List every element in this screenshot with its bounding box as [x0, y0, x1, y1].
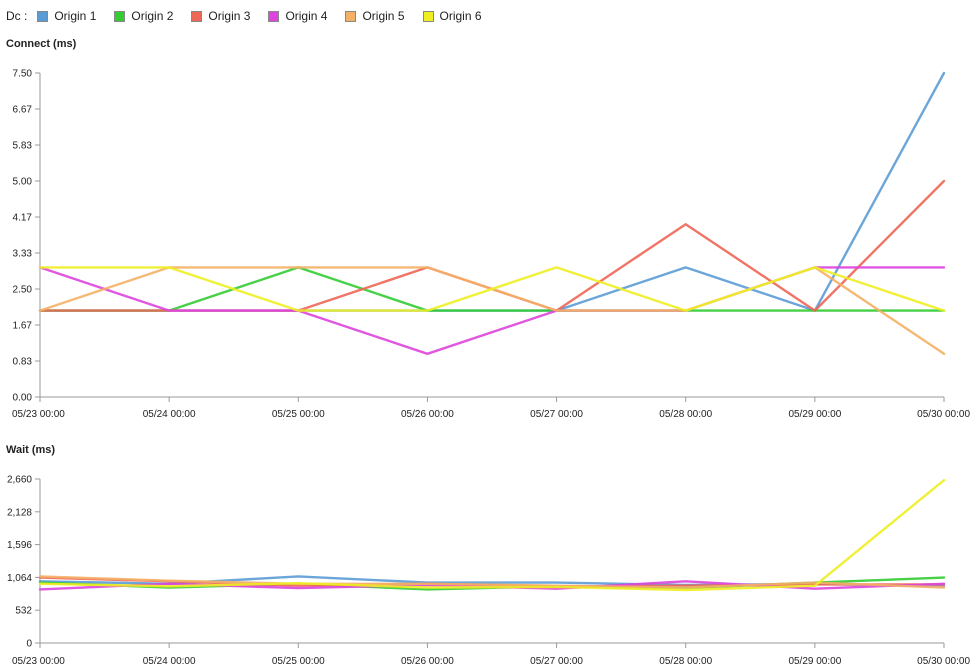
connect-y-tick-label: 6.67	[13, 105, 33, 116]
wait-x-tick-label: 05/30 00:00	[917, 656, 970, 667]
legend-swatch	[114, 10, 126, 22]
legend-item-origin-4[interactable]: Origin 4	[268, 9, 327, 23]
connect-series-origin-3[interactable]	[38, 179, 946, 312]
connect-series-origin-1[interactable]	[38, 71, 946, 312]
legend-item-label: Origin 5	[362, 9, 405, 23]
legend-items: Origin 1 Origin 2 Origin 3 Origin 4 Origin 5…	[37, 9, 499, 23]
legend-swatch	[37, 10, 49, 22]
wait-x-tick-label: 05/28 00:00	[659, 656, 712, 667]
legend-swatch	[345, 10, 357, 22]
legend-item-origin-3[interactable]: Origin 3	[191, 9, 250, 23]
legend-item-label: Origin 1	[54, 9, 97, 23]
wait-x-tick-label: 05/29 00:00	[788, 656, 841, 667]
legend-label: Dc :	[6, 9, 28, 23]
legend-item-origin-6[interactable]: Origin 6	[422, 9, 482, 23]
connect-y-tick-label: 3.33	[13, 249, 33, 260]
connect-y-tick-label: 0.83	[13, 357, 33, 368]
wait-y-tick-label: 1,596	[7, 540, 32, 551]
connect-x-tick-label: 05/30 00:00	[917, 409, 970, 420]
legend-item-origin-1[interactable]: Origin 1	[37, 9, 96, 23]
wait-x-tick-label: 05/27 00:00	[530, 656, 583, 667]
connect-series-origin-6[interactable]	[38, 266, 946, 312]
connect-x-tick-label: 05/27 00:00	[530, 409, 583, 420]
wait-chart: 0 532 1,064 1,596 2,128 2,660 05/23 00:00 05/24…	[7, 475, 970, 668]
connect-x-tick-label: 05/23 00:00	[12, 409, 65, 420]
connect-y-tick-label: 5.83	[13, 141, 33, 152]
wait-x-tick-label: 05/23 00:00	[12, 656, 65, 667]
wait-y-tick-label: 532	[15, 606, 32, 617]
legend-item-origin-5[interactable]: Origin 5	[345, 9, 405, 23]
connect-x-tick-label: 05/25 00:00	[272, 409, 325, 420]
connect-y-tick-label: 0.00	[13, 393, 33, 404]
legend-item-label: Origin 3	[208, 9, 251, 23]
legend-item-origin-2[interactable]: Origin 2	[114, 9, 173, 23]
connect-series-origin-2[interactable]	[38, 266, 946, 312]
wait-y-tick-label: 2,660	[7, 475, 32, 486]
connect-chart: 0.00 0.83 1.67 2.50 3.33 4.17 5.00 5.83 6.67 7.50…	[12, 69, 970, 421]
wait-series-origin-5[interactable]	[38, 575, 946, 589]
wait-y-tick-label: 1,064	[7, 573, 32, 584]
legend-swatch	[268, 10, 280, 22]
legend-swatch	[422, 10, 434, 22]
connect-y-tick-label: 2.50	[13, 285, 33, 296]
connect-y-tick-label: 7.50	[13, 69, 33, 80]
wait-x-tick-label: 05/25 00:00	[272, 656, 325, 667]
wait-y-tick-label: 0	[26, 639, 32, 650]
wait-x-tick-label: 05/26 00:00	[401, 656, 454, 667]
connect-y-tick-label: 5.00	[13, 177, 33, 188]
connect-x-tick-label: 05/29 00:00	[788, 409, 841, 420]
connect-y-tick-label: 1.67	[13, 321, 33, 332]
connect-x-tick-label: 05/26 00:00	[401, 409, 454, 420]
connect-x-tick-label: 05/24 00:00	[143, 409, 196, 420]
wait-series-origin-6[interactable]	[38, 479, 946, 592]
connect-y-tick-label: 4.17	[13, 213, 33, 224]
legend-item-label: Origin 4	[285, 9, 328, 23]
connect-chart-title: Connect (ms)	[6, 38, 77, 50]
wait-chart-title: Wait (ms)	[6, 444, 56, 456]
legend-item-label: Origin 6	[439, 9, 482, 23]
connect-x-tick-label: 05/28 00:00	[659, 409, 712, 420]
wait-y-tick-label: 2,128	[7, 507, 32, 518]
legend-item-label: Origin 2	[131, 9, 174, 23]
wait-x-tick-label: 05/24 00:00	[143, 656, 196, 667]
legend-swatch	[191, 10, 203, 22]
legend: Dc : Origin 1 Origin 2 Origin 3 Origin 4 Ori…	[6, 6, 500, 26]
